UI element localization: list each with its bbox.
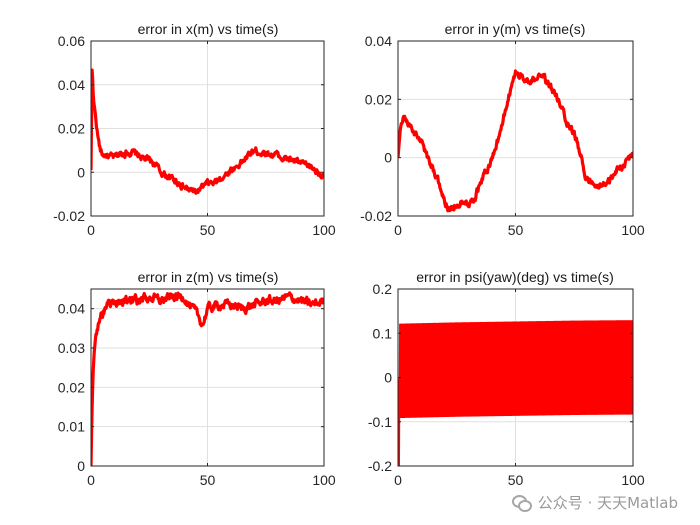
plot-title-x: error in x(m) vs time(s) bbox=[138, 21, 279, 37]
y-tick-label: 0.04 bbox=[58, 77, 85, 93]
series-line bbox=[91, 68, 324, 195]
x-tick-label: 0 bbox=[87, 472, 95, 488]
subplot-z-error: error in z(m) vs time(s) 0 50 100 0 0.01 0.02… bbox=[58, 269, 336, 488]
x-tick-label: 50 bbox=[200, 222, 216, 238]
y-tick-label: 0.1 bbox=[373, 325, 393, 341]
series-line bbox=[398, 320, 633, 466]
series-line bbox=[91, 291, 324, 466]
y-tick-label: 0 bbox=[384, 150, 392, 166]
plot-title-z: error in z(m) vs time(s) bbox=[138, 269, 279, 285]
y-tick-label: 0 bbox=[77, 458, 85, 474]
x-tick-label: 100 bbox=[312, 222, 336, 238]
y-tick-label: 0.02 bbox=[58, 379, 85, 395]
y-tick-label: -0.2 bbox=[368, 458, 392, 474]
plot-area-z: 0 50 100 0 0.01 0.02 0.03 0.04 bbox=[58, 288, 336, 488]
y-tick-label: 0 bbox=[77, 164, 85, 180]
subplot-x-error: error in x(m) vs time(s) 0 50 100-0.0200.0… bbox=[53, 21, 336, 238]
watermark: 公众号 · 天天Matlab bbox=[511, 492, 678, 513]
plot-area-psi: 0 50 100 -0.2 -0.1 0 0.1 0.2 bbox=[368, 281, 645, 488]
subplot-y-error: error in y(m) vs time(s) 0 50 100-0.0200.0… bbox=[360, 21, 645, 238]
x-tick-label: 0 bbox=[394, 472, 402, 488]
x-tick-label: 100 bbox=[312, 472, 336, 488]
y-tick-label: 0.2 bbox=[373, 281, 393, 297]
x-tick-label: 100 bbox=[621, 222, 645, 238]
plot-title-y: error in y(m) vs time(s) bbox=[445, 21, 586, 37]
subplot-psi-error: error in psi(yaw)(deg) vs time(s) 0 50 100… bbox=[368, 269, 645, 488]
x-tick-label: 50 bbox=[508, 472, 524, 488]
y-tick-label: 0 bbox=[384, 370, 392, 386]
y-tick-label: -0.02 bbox=[53, 208, 85, 224]
y-tick-label: 0.02 bbox=[58, 121, 85, 137]
y-tick-label: 0.02 bbox=[365, 91, 392, 107]
x-tick-label: 50 bbox=[508, 222, 524, 238]
wechat-icon bbox=[511, 494, 532, 512]
y-tick-label: 0.01 bbox=[58, 419, 85, 435]
x-tick-label: 0 bbox=[394, 222, 402, 238]
plot-title-psi: error in psi(yaw)(deg) vs time(s) bbox=[416, 269, 614, 285]
watermark-text: 公众号 · 天天Matlab bbox=[537, 494, 678, 512]
y-tick-label: 0.03 bbox=[58, 340, 85, 356]
y-tick-label: -0.02 bbox=[360, 208, 392, 224]
y-tick-label: 0.04 bbox=[365, 33, 392, 49]
x-tick-label: 100 bbox=[621, 472, 645, 488]
series-line bbox=[398, 69, 633, 213]
y-tick-label: 0.06 bbox=[58, 33, 85, 49]
y-tick-label: 0.04 bbox=[58, 301, 85, 317]
y-tick-label: -0.1 bbox=[368, 414, 392, 430]
x-tick-label: 50 bbox=[200, 472, 216, 488]
x-tick-label: 0 bbox=[87, 222, 95, 238]
